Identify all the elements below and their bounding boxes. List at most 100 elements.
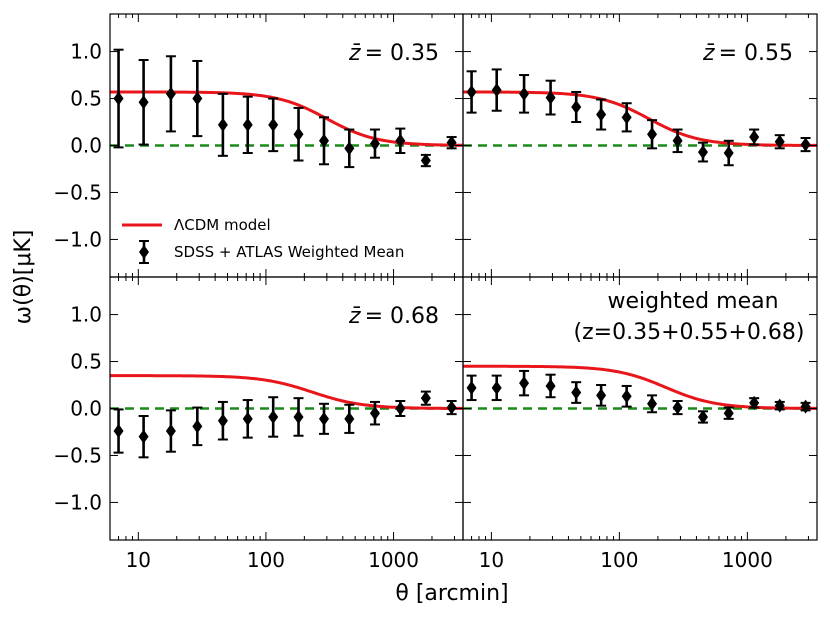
panel-top-left: 1.0 0.5 0.0 −0.5 −1.0 z̄ = 0.35 (53, 13, 464, 278)
data-point (113, 408, 124, 454)
diamond-marker (165, 86, 176, 101)
diamond-marker (268, 117, 279, 132)
data-point (369, 128, 380, 159)
diamond-marker (192, 91, 203, 106)
data-point (749, 128, 760, 146)
lcdm-model-curve (110, 374, 463, 410)
data-point (723, 139, 734, 167)
data-point (165, 55, 176, 133)
diamond-marker (672, 133, 683, 148)
panel-bottom-left: 1.0 0.5 0.0 −0.5 −1.0 10 100 1000 z̄ = 0.68 (53, 276, 464, 572)
data-point (268, 396, 279, 438)
y-tick-label: 0.0 (70, 134, 102, 158)
panel-title-variable: z̄ (702, 41, 715, 66)
data-point (697, 409, 708, 424)
data-point (293, 397, 304, 437)
diamond-marker (217, 413, 228, 428)
diamond-marker (749, 395, 760, 410)
y-tick-label: −1.0 (53, 490, 102, 514)
diamond-marker (466, 84, 477, 99)
diamond-marker (491, 380, 502, 395)
data-point (138, 415, 149, 459)
data-point (420, 153, 431, 168)
lcdm-model-curve (110, 90, 463, 147)
x-tick-label: 100 (247, 548, 285, 572)
y-ticks (110, 314, 463, 503)
data-point (113, 48, 124, 149)
diamond-marker (113, 91, 124, 106)
y-ticks (463, 314, 817, 503)
diamond-marker (571, 385, 582, 400)
diamond-marker (647, 396, 658, 411)
panel-title-value: = 0.68 (365, 304, 439, 329)
y-tick-label: −0.5 (53, 180, 102, 204)
diamond-marker (697, 145, 708, 160)
x-tick-label: 1000 (722, 548, 773, 572)
data-point (293, 106, 304, 162)
diamond-marker (723, 146, 734, 161)
diamond-marker (491, 83, 502, 98)
legend: ΛCDM model SDSS + ATLAS Weighted Mean (122, 216, 404, 264)
lcdm-model-curve (463, 364, 817, 410)
diamond-marker (545, 378, 556, 393)
diamond-marker (165, 424, 176, 439)
y-ticks (463, 51, 817, 240)
data-point (420, 390, 431, 406)
data-point (369, 400, 380, 426)
diamond-marker (318, 411, 329, 426)
data-point (466, 70, 477, 114)
diamond-marker (242, 411, 253, 426)
diamond-marker (519, 376, 530, 391)
data-point (519, 369, 530, 397)
diamond-marker (242, 117, 253, 132)
diamond-marker (268, 409, 279, 424)
data-point (344, 128, 355, 169)
data-point (268, 97, 279, 153)
plot-area (463, 68, 817, 167)
y-ticks (110, 51, 463, 240)
data-point (192, 59, 203, 138)
diamond-marker (395, 401, 406, 416)
diamond-marker (519, 86, 530, 101)
diamond-marker (672, 400, 683, 415)
diamond-marker (293, 127, 304, 142)
diamond-marker (621, 110, 632, 125)
data-point (672, 399, 683, 416)
y-tick-label: 0.5 (70, 350, 102, 374)
data-point (242, 95, 253, 155)
diamond-marker (774, 398, 785, 413)
diamond-marker (420, 391, 431, 406)
diamond-marker (723, 406, 734, 421)
y-tick-label: 1.0 (70, 40, 102, 64)
data-point (774, 134, 785, 150)
data-point (318, 116, 329, 166)
diamond-marker (395, 133, 406, 148)
data-point (217, 92, 228, 157)
data-point (446, 135, 457, 150)
diamond-marker (344, 141, 355, 156)
data-point (697, 141, 708, 163)
panel-top-right: z̄ = 0.55 (462, 13, 818, 278)
data-point (596, 98, 607, 131)
data-point (446, 399, 457, 416)
diamond-marker (138, 429, 149, 444)
diamond-marker (545, 90, 556, 105)
diamond-marker (446, 135, 457, 150)
diamond-marker (621, 389, 632, 404)
diamond-marker (446, 400, 457, 415)
data-point (800, 136, 811, 153)
y-tick-label: 1.0 (70, 303, 102, 327)
panel-title: z̄ = 0.55 (702, 41, 793, 66)
diamond-marker (113, 424, 124, 439)
diamond-marker (369, 406, 380, 421)
y-tick-label: 0.5 (70, 87, 102, 111)
data-point (545, 79, 556, 116)
data-point (647, 119, 658, 150)
y-tick-label: −1.0 (53, 227, 102, 251)
diamond-marker (800, 137, 811, 152)
data-point (395, 127, 406, 155)
y-axis-label: ω(θ)[μK] (11, 230, 36, 325)
plot-area (463, 364, 817, 424)
data-point (165, 409, 176, 453)
